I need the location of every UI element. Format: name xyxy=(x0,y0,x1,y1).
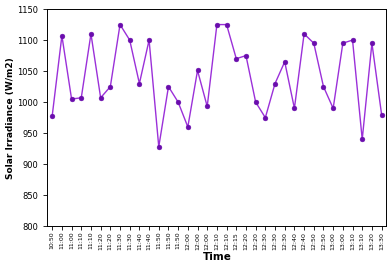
X-axis label: Time: Time xyxy=(202,252,231,262)
Y-axis label: Solar Irradiance (W/m2): Solar Irradiance (W/m2) xyxy=(5,57,15,178)
